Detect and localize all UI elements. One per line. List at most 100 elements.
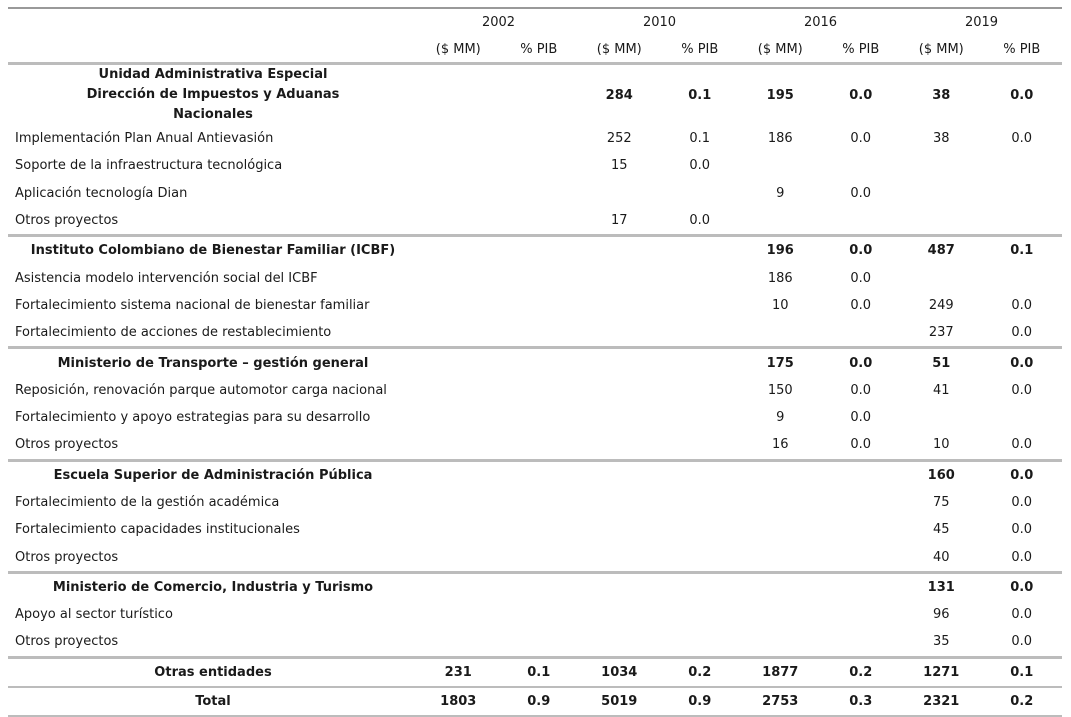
cell — [821, 319, 902, 348]
page: 2002 2010 2016 2019 ($ MM)% PIB ($ MM)% PIB ($… — [8, 7, 1062, 717]
cell: 2753 — [740, 685, 821, 717]
cell — [499, 628, 580, 657]
cell — [418, 264, 499, 291]
cell — [740, 516, 821, 543]
cell: 1034 — [579, 655, 660, 687]
cell — [660, 377, 741, 404]
cell — [579, 180, 660, 207]
cell — [659, 234, 740, 265]
year-header: 2016 — [740, 7, 901, 36]
item-row: Fortalecimiento de la gestión académica 7… — [8, 489, 1062, 516]
cell: 284 — [579, 62, 660, 125]
total-row: Total 1803 0.9 5019 0.9 2753 0.3 2321 0.2 — [8, 685, 1062, 717]
unit-header: % PIB — [820, 36, 901, 65]
cell — [660, 431, 741, 460]
cell: 487 — [901, 234, 982, 265]
cell — [820, 570, 901, 602]
cell: 249 — [928, 297, 954, 313]
cell: 0.0 — [1011, 297, 1033, 313]
cell: 131 — [901, 570, 982, 602]
cell: 38 — [901, 62, 982, 125]
cell: 10 — [771, 297, 789, 313]
cell: 0.0 — [1011, 634, 1033, 650]
cell — [579, 346, 660, 377]
cell — [499, 292, 580, 319]
cell: 17 — [610, 213, 628, 229]
cell — [659, 346, 740, 377]
row-label: Apoyo al sector turístico — [15, 607, 173, 623]
cell: 0.0 — [820, 234, 901, 265]
item-row: Apoyo al sector turístico 96 0.0 — [8, 601, 1062, 628]
cell: 0.1 — [981, 655, 1062, 687]
cell — [418, 570, 499, 602]
cell — [821, 516, 902, 543]
cell: 0.0 — [850, 270, 872, 286]
row-label: Total — [8, 685, 418, 717]
cell: 16 — [771, 437, 789, 453]
cell — [740, 152, 821, 179]
row-label: Fortalecimiento y apoyo estrategias para… — [15, 410, 371, 426]
cell — [982, 404, 1063, 431]
cell — [821, 628, 902, 657]
cell — [579, 319, 660, 348]
cell — [901, 404, 982, 431]
header-units-row: ($ MM)% PIB ($ MM)% PIB ($ MM)% PIB ($ MM)%… — [8, 36, 1062, 65]
group-row: Escuela Superior de Administración Públi… — [8, 458, 1062, 489]
cell — [418, 458, 499, 489]
cell — [499, 489, 580, 516]
cell — [901, 207, 982, 236]
cell — [499, 152, 580, 179]
cell — [418, 404, 499, 431]
cell — [498, 234, 579, 265]
cell: 40 — [932, 549, 950, 565]
cell — [740, 489, 821, 516]
year-header: 2002 — [418, 7, 579, 36]
cell: 0.0 — [850, 131, 872, 147]
cell: 0.0 — [820, 62, 901, 125]
row-label: Fortalecimiento de la gestión académica — [15, 495, 280, 510]
item-row: Asistencia modelo intervención social de… — [8, 264, 1062, 291]
cell: 231 — [418, 655, 499, 687]
cell: 252 — [606, 131, 632, 147]
row-label: Otros proyectos — [15, 634, 119, 650]
cell: 186 — [767, 131, 793, 147]
unit-header: % PIB — [498, 36, 579, 65]
cell: 186 — [767, 270, 793, 286]
budget-table: 2002 2010 2016 2019 ($ MM)% PIB ($ MM)% PIB ($… — [8, 7, 1062, 717]
cell: 196 — [740, 234, 821, 265]
cell: 0.0 — [1011, 325, 1033, 341]
cell — [498, 570, 579, 602]
cell — [579, 489, 660, 516]
unit-header: ($ MM) — [579, 36, 660, 65]
cell — [418, 180, 499, 207]
row-label: Ministerio de Comercio, Industria y Turi… — [8, 570, 418, 602]
cell — [740, 628, 821, 657]
cell: 0.1 — [498, 655, 579, 687]
cell: 0.0 — [1011, 437, 1033, 453]
cell — [982, 152, 1063, 179]
cell — [579, 458, 660, 489]
cell: 195 — [740, 62, 821, 125]
cell — [660, 628, 741, 657]
cell: 0.1 — [981, 234, 1062, 265]
cell — [499, 180, 580, 207]
group-row: Ministerio de Transporte – gestión gener… — [8, 346, 1062, 377]
cell — [660, 489, 741, 516]
cell — [418, 346, 499, 377]
cell — [821, 152, 902, 179]
row-label: Implementación Plan Anual Antievasión — [15, 131, 274, 147]
cell: 9 — [776, 185, 785, 201]
cell — [579, 516, 660, 543]
cell: 0.0 — [689, 158, 711, 174]
row-label: Unidad Administrativa Especial Dirección… — [8, 62, 418, 125]
row-label: Otros proyectos — [15, 549, 119, 565]
cell — [982, 180, 1063, 207]
cell: 0.0 — [981, 62, 1062, 125]
row-label: Escuela Superior de Administración Públi… — [8, 458, 418, 489]
row-label-text: Unidad Administrativa Especial Dirección… — [86, 67, 340, 122]
cell — [579, 377, 660, 404]
cell — [418, 543, 499, 572]
cell: 9 — [776, 410, 785, 426]
row-label: Fortalecimiento sistema nacional de bien… — [15, 297, 370, 313]
cell — [660, 404, 741, 431]
